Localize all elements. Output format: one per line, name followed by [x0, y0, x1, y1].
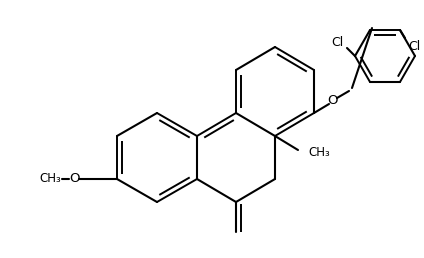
Text: Cl: Cl: [408, 39, 420, 53]
Text: O: O: [69, 173, 79, 186]
Text: O: O: [328, 94, 338, 108]
Text: Cl: Cl: [331, 36, 343, 49]
Text: CH₃: CH₃: [39, 173, 61, 186]
Text: CH₃: CH₃: [308, 146, 330, 158]
